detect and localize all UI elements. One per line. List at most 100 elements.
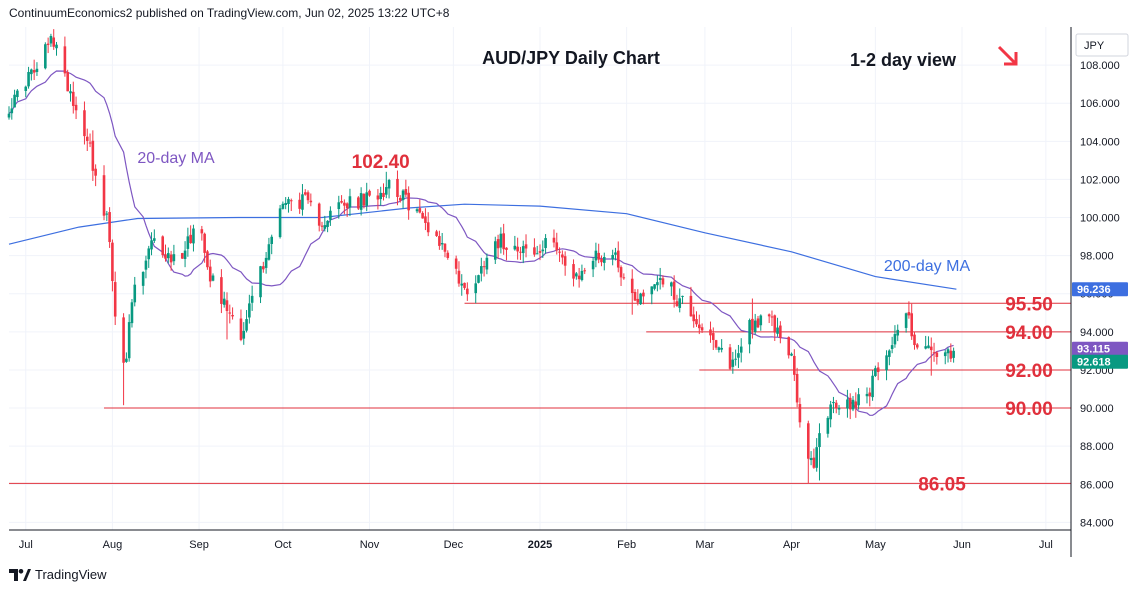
candle-body	[577, 275, 581, 280]
candle-body	[689, 295, 693, 317]
candle	[714, 339, 718, 350]
candle-body	[519, 251, 522, 253]
candle	[309, 193, 313, 207]
candle	[602, 252, 606, 271]
candle	[231, 307, 234, 320]
candle-body	[734, 358, 737, 360]
candle-body	[46, 43, 50, 46]
candle-body	[848, 397, 852, 410]
candle	[303, 189, 307, 196]
candle-body	[424, 216, 427, 223]
candle-body	[66, 72, 69, 92]
candle-body	[846, 399, 849, 409]
candle-body	[837, 408, 841, 410]
candle-body	[832, 402, 835, 404]
x-tick-label: Mar	[695, 539, 714, 551]
candle	[689, 286, 693, 317]
candle-body	[186, 236, 190, 249]
candle	[398, 195, 402, 203]
candle-body	[329, 210, 332, 220]
candle	[438, 230, 441, 250]
candle	[141, 271, 145, 295]
candle-body	[44, 44, 47, 69]
candle	[516, 237, 519, 260]
candle-body	[239, 318, 243, 340]
candle	[13, 89, 16, 108]
candle-body	[779, 325, 782, 339]
support-resistance-levels	[9, 302, 1071, 484]
candle	[220, 269, 223, 314]
candle-body	[717, 347, 721, 351]
candle-body	[575, 273, 578, 277]
candle	[670, 281, 673, 297]
candle-body	[357, 197, 360, 209]
candle	[692, 306, 696, 328]
candle	[183, 241, 187, 268]
candle	[734, 349, 737, 366]
candle	[826, 416, 830, 438]
candle-body	[443, 243, 447, 252]
candle-body	[751, 318, 754, 331]
candle-body	[345, 203, 349, 209]
candle	[653, 283, 656, 291]
candle	[927, 336, 930, 349]
candle-body	[415, 209, 419, 212]
candle-body	[63, 46, 67, 74]
candle	[264, 252, 268, 274]
candle	[270, 234, 274, 255]
candle-body	[739, 346, 743, 353]
down-arrow-icon	[997, 45, 1018, 66]
candle	[91, 130, 95, 181]
candle	[440, 232, 444, 250]
candle	[169, 250, 173, 271]
currency-box	[1075, 33, 1129, 57]
candle-body	[225, 300, 229, 312]
candle	[837, 404, 841, 416]
candle	[619, 265, 623, 286]
candle-body	[834, 402, 838, 409]
candle	[368, 189, 371, 197]
candle	[206, 249, 209, 270]
y-tick-label: 104.000	[1080, 136, 1120, 148]
price-tag: 93.115	[1072, 341, 1128, 356]
candle	[301, 184, 304, 216]
candle	[357, 196, 360, 210]
candle	[890, 336, 894, 354]
x-tick-label: 2025	[528, 539, 552, 551]
candle	[636, 289, 640, 306]
candle-body	[169, 254, 173, 263]
y-tick-label: 88.000	[1080, 441, 1114, 453]
candle-body	[13, 94, 16, 108]
candle-body	[83, 110, 86, 137]
candle	[424, 208, 427, 231]
candle-body	[248, 303, 251, 318]
candle-body	[793, 355, 796, 375]
annotations: 95.50 94.00 92.00 90.00 86.05 AUD/JPY Daily C…	[137, 45, 1053, 495]
currency-label: JPY	[1084, 40, 1105, 52]
candle-body	[463, 282, 466, 288]
candle-body	[438, 236, 441, 246]
candle	[633, 289, 637, 302]
candle	[834, 399, 838, 414]
tradingview-logo[interactable]: TradingView	[9, 567, 107, 582]
candle	[524, 234, 528, 258]
ma20-path	[8, 70, 954, 416]
candle	[52, 29, 56, 50]
candle-body	[949, 350, 953, 359]
candle	[739, 338, 743, 363]
candle	[7, 106, 11, 120]
candle	[337, 195, 341, 219]
candle	[172, 244, 176, 266]
candle-body	[167, 253, 170, 259]
candle-body	[259, 266, 262, 298]
candle	[561, 250, 564, 265]
candle-body	[505, 247, 508, 250]
candle	[340, 195, 343, 204]
candle-body	[284, 202, 287, 205]
candle	[485, 253, 489, 275]
candle	[776, 317, 779, 337]
candle	[563, 251, 567, 276]
candle-body	[105, 213, 109, 215]
candle	[700, 323, 704, 333]
